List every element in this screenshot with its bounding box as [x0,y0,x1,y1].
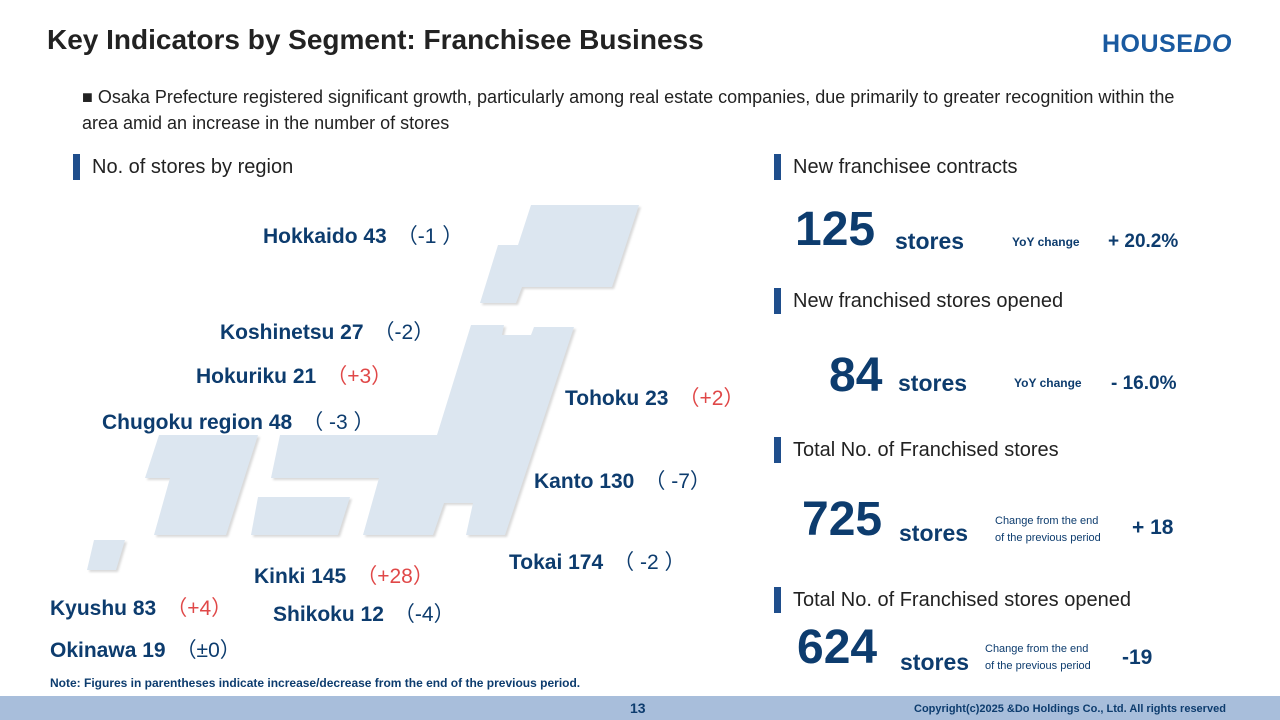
kpi-change: + 18 [1132,516,1174,539]
region-label: Koshinetsu 27 [220,321,364,344]
section-marker [774,437,781,463]
kpi-change-label: Change from the end of the previous perio… [995,513,1101,547]
region-label: Shikoku 12 [273,603,384,626]
kpi-change: + 20.2% [1108,231,1179,252]
kpi-value: 125 [795,203,876,256]
kpi-unit: stores [895,228,965,254]
kpi-change-label-line: Change from the end [995,515,1099,527]
region-chugoku: Chugoku region 48 （ -3 ） [102,406,375,436]
section-marker [774,154,781,180]
kpi-value: 725 [802,493,883,546]
region-label: Tokai 174 [509,551,604,574]
kpi-unit: stores [898,370,968,396]
page-number: 13 [630,700,646,716]
region-kyushu: Kyushu 83 （+4） [50,592,232,622]
section-marker [774,587,781,613]
kpi-change: - 16.0% [1111,373,1177,394]
kpi-change-label: Change from the end of the previous perio… [985,641,1091,675]
region-change: （+4） [166,597,233,620]
region-label: Hokuriku 21 [196,365,317,388]
region-change: （-1 ） [396,225,464,248]
section-title: No. of stores by region [92,155,294,178]
region-label: Chugoku region 48 [102,411,293,434]
copyright: Copyright(c)2025 &Do Holdings Co., Ltd. … [914,703,1226,715]
kpi-unit: stores [900,649,970,675]
section-title: Total No. of Franchised stores opened [793,588,1131,611]
region-okinawa: Okinawa 19 （±0） [50,634,241,664]
region-koshinetsu: Koshinetsu 27 （-2） [220,316,434,346]
region-change: （+2） [678,387,745,410]
section-title: New franchised stores opened [793,289,1064,312]
section-header-total-stores: Total No. of Franchised stores [774,437,1059,463]
section-header-new-contracts: New franchisee contracts [774,154,1018,180]
region-change: （ -3 ） [302,411,375,434]
map-honshu [271,325,574,535]
kpi-change-label: YoY change [1014,376,1082,390]
region-change: （-2） [373,321,435,344]
kpi-change-label-line: of the previous period [985,660,1091,672]
section-marker [774,288,781,314]
summary-bullet: ■ Osaka Prefecture registered significan… [82,87,1175,133]
region-hokuriku: Hokuriku 21 （+3） [196,360,392,390]
region-label: Tohoku 23 [565,387,669,410]
page-title: Key Indicators by Segment: Franchisee Bu… [47,24,704,55]
kpi-change-label: YoY change [1012,235,1080,249]
map-shikoku [251,497,350,535]
region-hokkaido: Hokkaido 43 （-1 ） [263,220,463,250]
region-change: （ -2 ） [613,551,686,574]
section-header-stores-by-region: No. of stores by region [73,154,293,180]
footnote: Note: Figures in parentheses indicate in… [50,676,581,690]
footer-bar [0,696,1280,720]
kpi-change-label-line: Change from the end [985,643,1089,655]
region-label: Okinawa 19 [50,639,166,662]
region-change: （ -7） [644,470,711,493]
section-header-total-opened: Total No. of Franchised stores opened [774,587,1131,613]
map-hokkaido [480,205,639,303]
region-kanto: Kanto 130 （ -7） [534,465,711,495]
section-title: Total No. of Franchised stores [793,438,1059,461]
kpi-value: 84 [829,349,883,402]
section-header-new-opened: New franchised stores opened [774,288,1063,314]
region-label: Hokkaido 43 [263,225,387,248]
region-label: Kyushu 83 [50,597,157,620]
region-change: （±0） [175,639,241,662]
region-tohoku: Tohoku 23 （+2） [565,382,744,412]
region-label: Kanto 130 [534,470,635,493]
kpi-change-label-line: of the previous period [995,532,1101,544]
section-marker [73,154,80,180]
region-kinki: Kinki 145 （+28） [254,560,434,590]
region-tokai: Tokai 174 （ -2 ） [509,546,686,576]
kpi-value: 624 [797,621,878,674]
section-title: New franchisee contracts [793,155,1018,178]
region-change: （-4） [393,603,455,626]
map-chugoku [145,435,258,535]
region-label: Kinki 145 [254,565,347,588]
housedo-logo: HOUSEDO [1102,30,1232,58]
kpi-unit: stores [899,520,969,546]
kpi-change: -19 [1122,646,1153,669]
map-kyushu [87,540,125,570]
region-change: （+28） [356,565,434,588]
region-change: （+3） [326,365,393,388]
japan-map [87,205,639,570]
region-shikoku: Shikoku 12 （-4） [273,598,455,628]
